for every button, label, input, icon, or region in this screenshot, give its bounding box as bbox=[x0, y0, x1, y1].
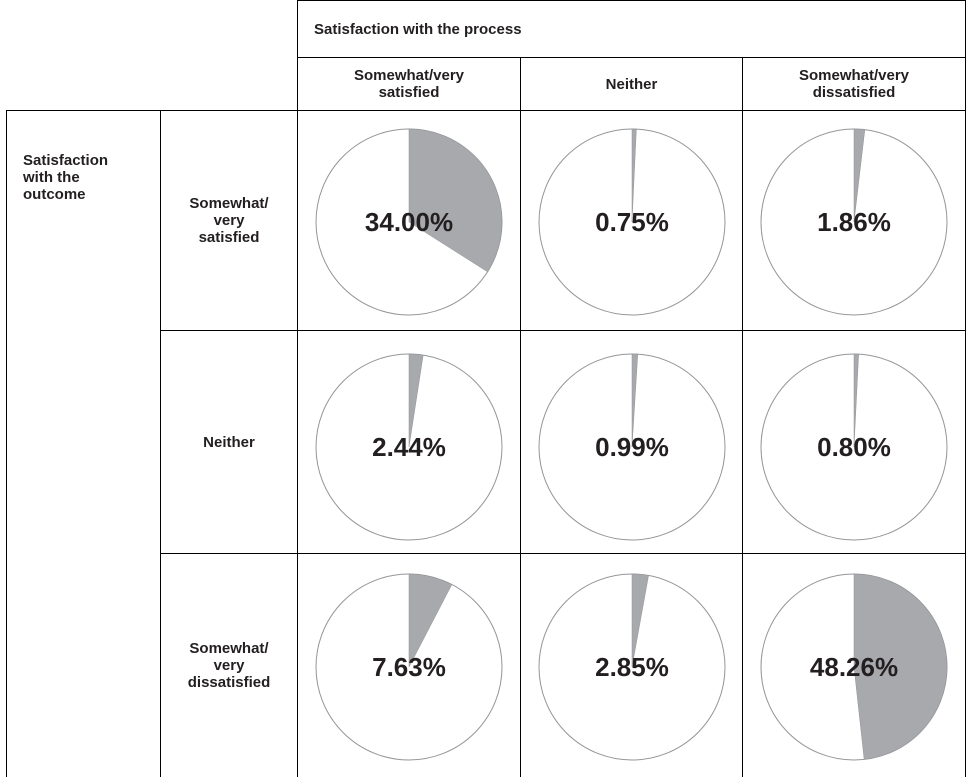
column-label: Somewhat/very dissatisfied bbox=[798, 67, 910, 101]
pie-slice bbox=[853, 128, 866, 223]
pie-chart: 2.85% bbox=[538, 573, 726, 761]
column-header-title: Satisfaction with the process bbox=[314, 21, 522, 38]
pie-chart: 7.63% bbox=[315, 573, 503, 761]
pie-value-label: 2.44% bbox=[372, 432, 446, 462]
grid-line bbox=[742, 57, 743, 777]
pie-slice bbox=[853, 353, 859, 448]
pie-value-label: 2.85% bbox=[595, 652, 669, 682]
grid-line bbox=[297, 0, 298, 777]
grid-line bbox=[297, 0, 966, 1]
pie-chart: 0.99% bbox=[538, 353, 726, 541]
pie-slice bbox=[853, 573, 948, 760]
grid-line bbox=[160, 553, 966, 554]
grid-line bbox=[6, 110, 966, 111]
column-label: Neither bbox=[605, 75, 658, 93]
grid-line bbox=[160, 110, 161, 777]
pie-chart: 0.80% bbox=[760, 353, 948, 541]
pie-chart: 0.75% bbox=[538, 128, 726, 316]
row-label: Somewhat/ very dissatisfied bbox=[187, 640, 271, 691]
row-label: Neither bbox=[203, 433, 255, 451]
grid-line bbox=[297, 57, 966, 58]
pie-value-label: 48.26% bbox=[810, 652, 898, 682]
pie-slice bbox=[631, 128, 637, 223]
column-label: Somewhat/very satisfied bbox=[353, 67, 465, 101]
pie-value-label: 0.99% bbox=[595, 432, 669, 462]
pie-chart: 48.26% bbox=[760, 573, 948, 761]
pie-slice bbox=[408, 128, 503, 273]
pie-slice bbox=[408, 353, 424, 448]
grid-line bbox=[520, 57, 521, 777]
pie-chart: 1.86% bbox=[760, 128, 948, 316]
pie-chart: 2.44% bbox=[315, 353, 503, 541]
pie-chart: 34.00% bbox=[315, 128, 503, 316]
grid-line bbox=[965, 0, 966, 777]
pie-value-label: 34.00% bbox=[365, 207, 453, 237]
pie-value-label: 0.75% bbox=[595, 207, 669, 237]
pie-slice bbox=[631, 573, 649, 668]
row-label: Somewhat/ very satisfied bbox=[189, 195, 269, 246]
pie-value-label: 1.86% bbox=[817, 207, 891, 237]
row-header-title: Satisfaction with the outcome bbox=[23, 152, 109, 203]
pie-slice bbox=[631, 353, 639, 448]
grid-line bbox=[160, 330, 966, 331]
pie-value-label: 7.63% bbox=[372, 652, 446, 682]
grid-line bbox=[6, 110, 7, 777]
pie-slice bbox=[408, 573, 453, 668]
pie-value-label: 0.80% bbox=[817, 432, 891, 462]
